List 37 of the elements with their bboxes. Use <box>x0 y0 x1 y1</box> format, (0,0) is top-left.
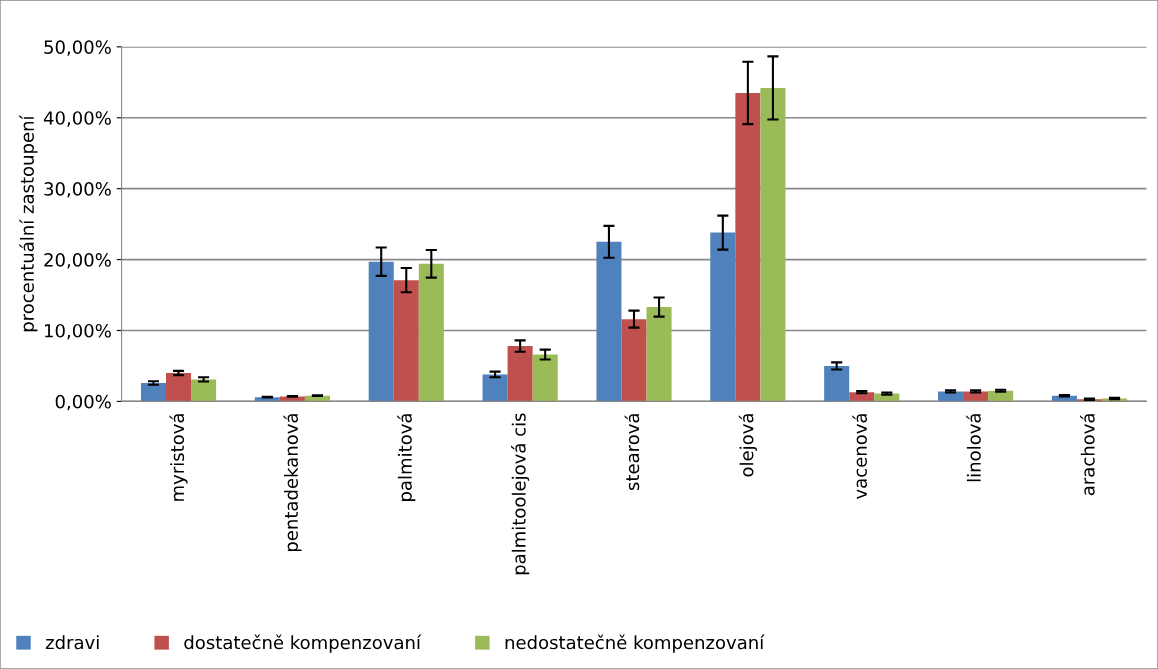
legend-label: nedostatečně kompenzovaní <box>505 634 765 653</box>
bar <box>532 354 558 402</box>
y-tick-label: 20,00% <box>44 253 111 269</box>
bar <box>140 382 166 402</box>
bar <box>621 319 647 402</box>
bar <box>596 241 622 402</box>
y-tick-label: 10,00% <box>45 323 111 340</box>
x-tick-label: olejová <box>738 414 757 477</box>
legend-label: zdravi <box>45 635 99 650</box>
x-tick-label: arachová <box>1080 414 1095 496</box>
bar <box>849 392 875 402</box>
bar <box>482 374 508 402</box>
bar <box>760 87 786 402</box>
bar <box>710 232 736 402</box>
bar <box>735 92 761 402</box>
bar <box>418 263 444 402</box>
bar <box>368 261 394 402</box>
y-tick-label: 50,00% <box>44 40 111 56</box>
bar <box>988 390 1014 402</box>
y-tick-label: 30,00% <box>44 182 111 198</box>
x-tick-label: palmitoolejová cis <box>511 413 530 575</box>
x-tick-label: palmitová <box>397 414 416 501</box>
y-tick-label: 40,00% <box>43 111 111 127</box>
y-axis-title: procentuální zastoupení <box>19 114 38 332</box>
bar <box>507 346 533 402</box>
bar <box>646 307 672 402</box>
legend-label: dostatečně kompenzovaní <box>184 634 422 653</box>
bar <box>191 379 217 402</box>
x-tick-label: myristová <box>169 414 188 501</box>
x-tick-label: pentadekanová <box>283 414 302 552</box>
y-tick-label: 0,00% <box>55 394 111 411</box>
x-tick-label: vacenová <box>852 414 867 499</box>
x-tick-label: stearová <box>624 414 640 491</box>
bar <box>166 373 192 402</box>
bar <box>393 280 419 402</box>
bar <box>824 365 850 402</box>
x-tick-label: linolová <box>966 414 981 482</box>
